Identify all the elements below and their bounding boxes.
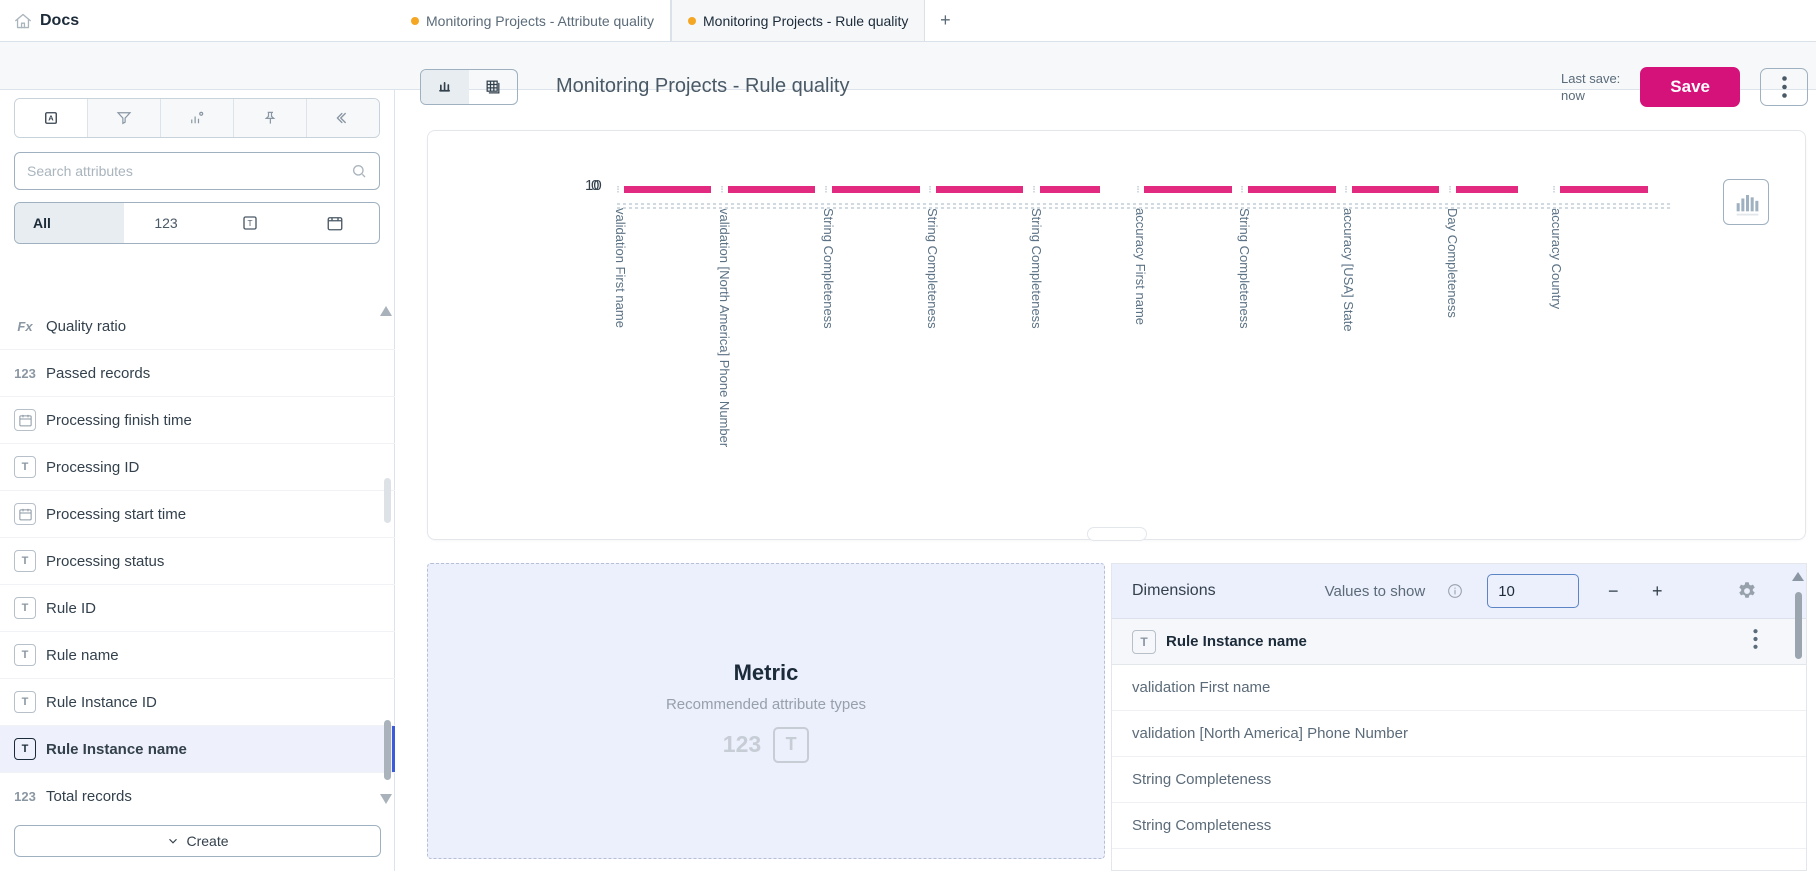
svg-text:A: A bbox=[48, 114, 54, 123]
svg-text:T: T bbox=[247, 219, 252, 228]
